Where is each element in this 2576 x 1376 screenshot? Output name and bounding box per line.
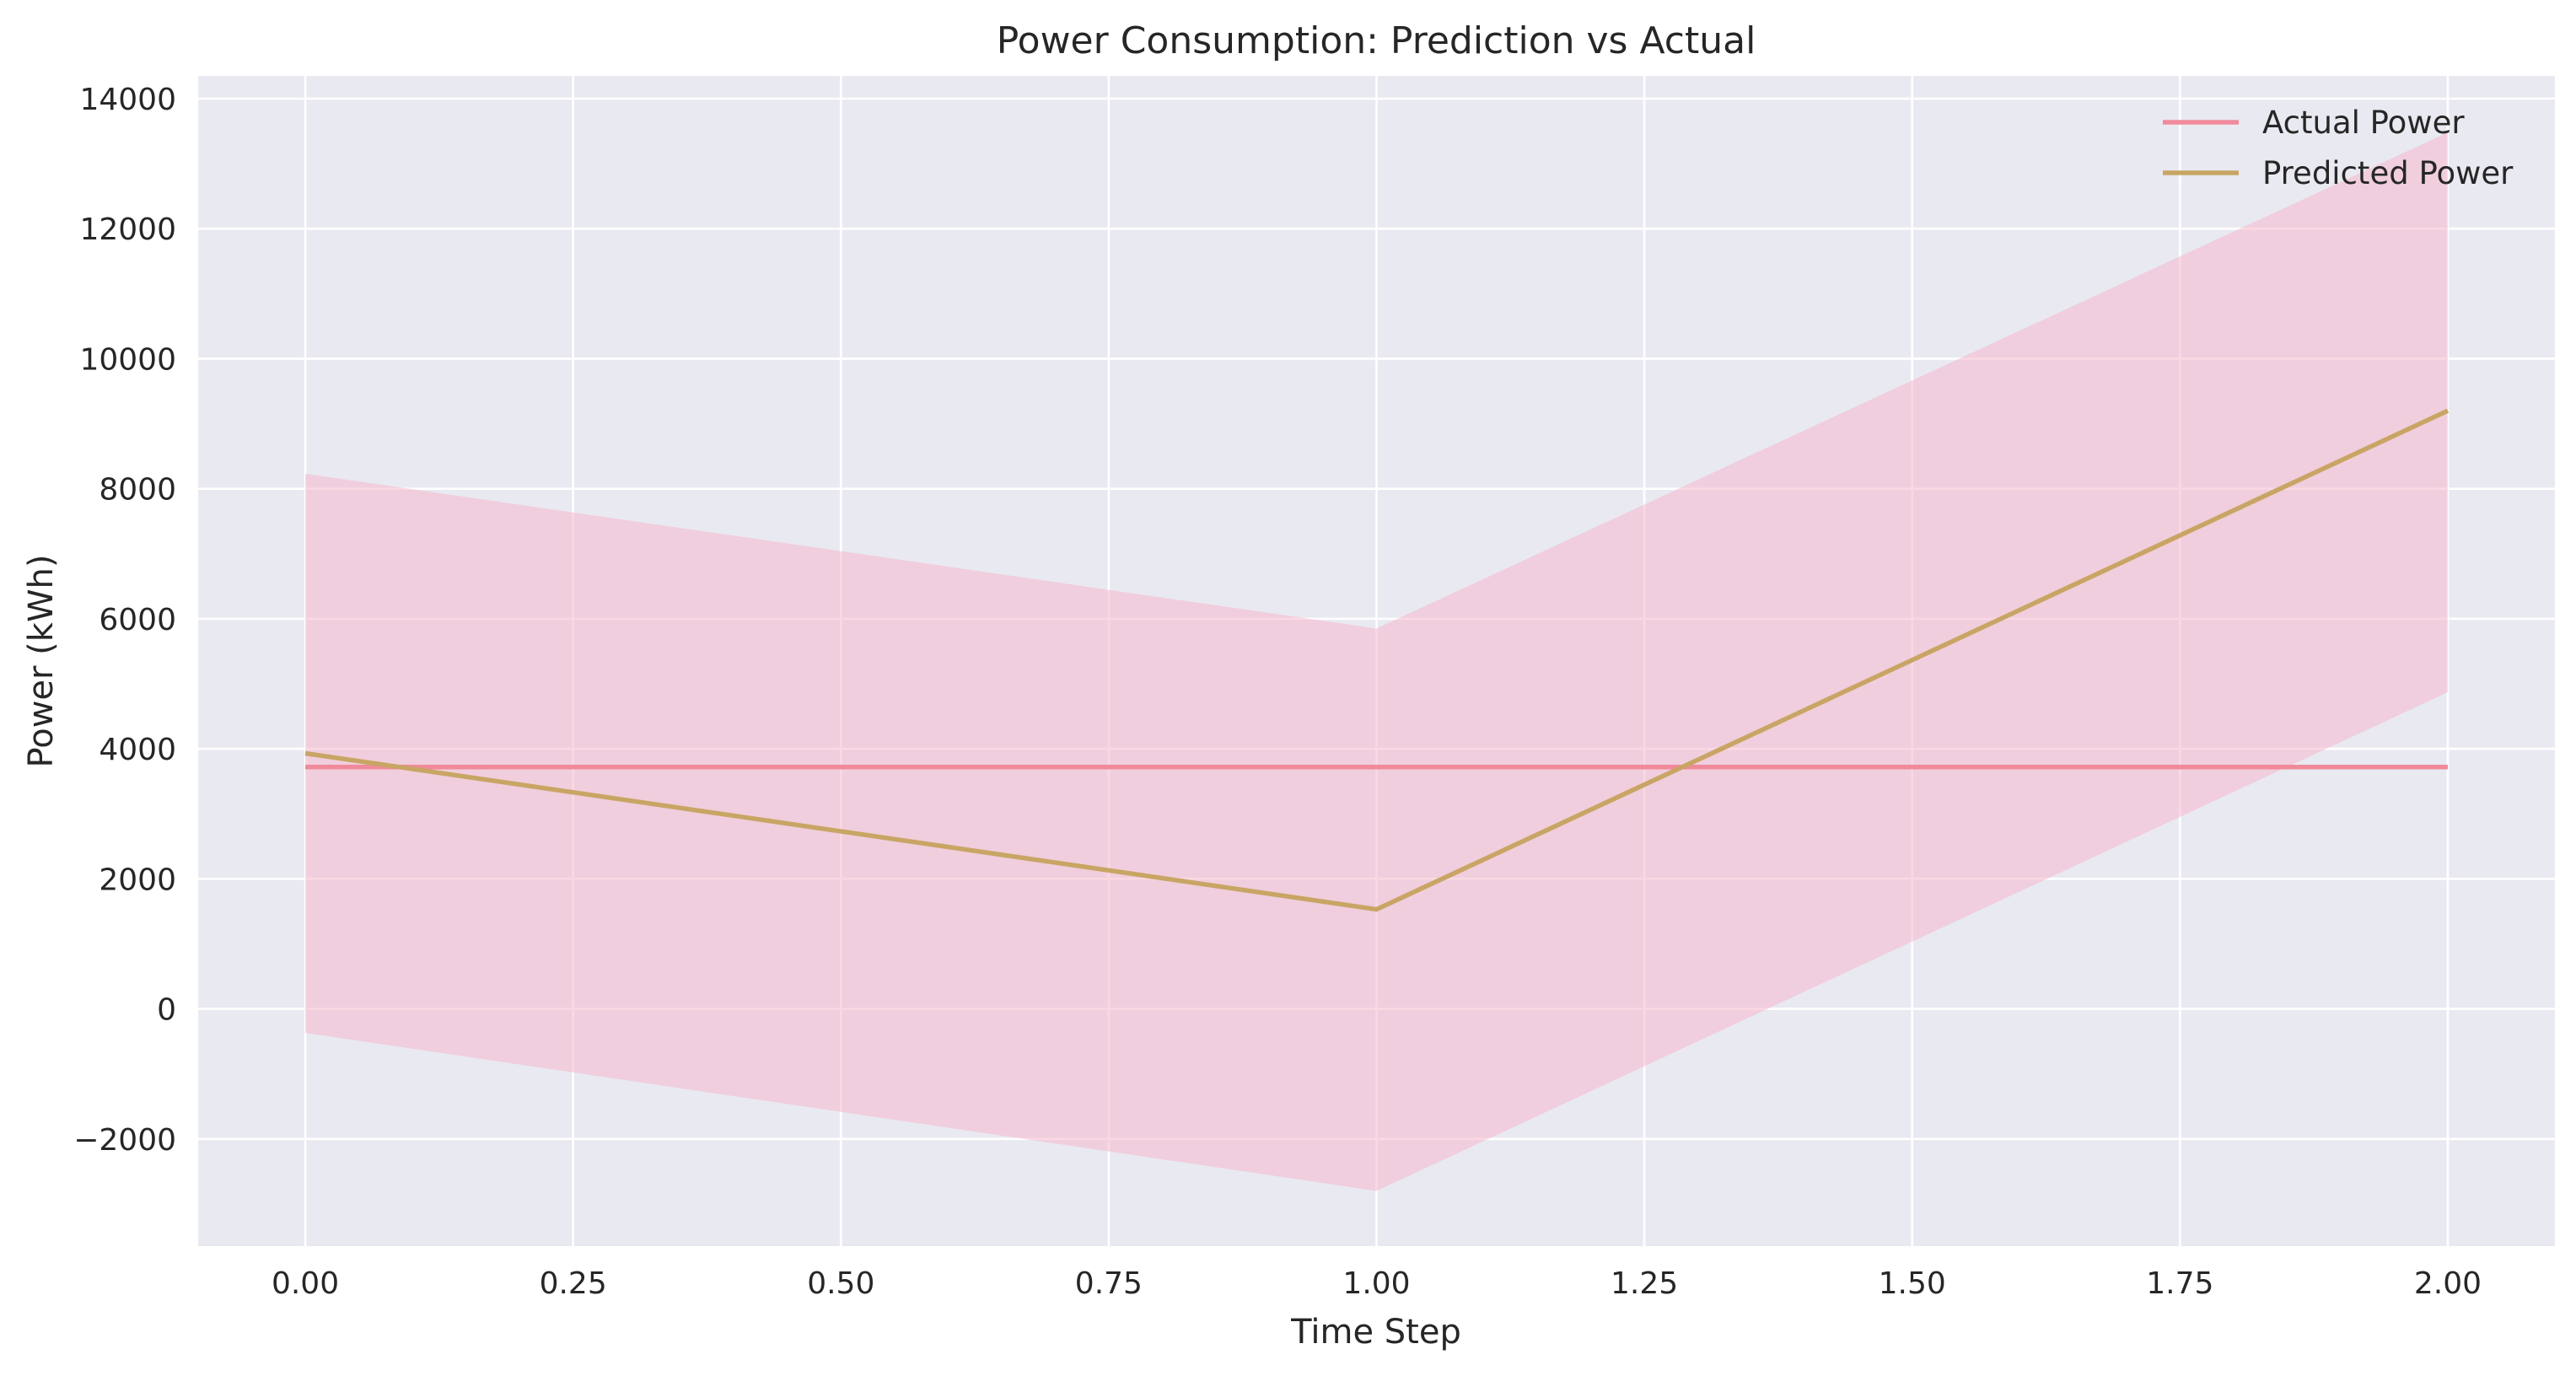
x-tick-label: 1.25 bbox=[1611, 1266, 1678, 1301]
x-tick-label: 0.50 bbox=[807, 1266, 874, 1301]
x-tick-label: 0.00 bbox=[272, 1266, 339, 1301]
x-axis-label: Time Step bbox=[1290, 1313, 1461, 1352]
y-tick-labels: −2000 0 2000 4000 6000 8000 10000 12000 14000 bbox=[73, 83, 176, 1158]
y-tick-label: 4000 bbox=[99, 733, 176, 767]
legend-actual-label: Actual Power bbox=[2262, 105, 2465, 141]
x-tick-label: 2.00 bbox=[2414, 1266, 2482, 1301]
x-tick-label: 1.00 bbox=[1342, 1266, 1410, 1301]
y-axis-label: Power (kWh) bbox=[22, 555, 61, 768]
series-layer bbox=[304, 408, 2450, 912]
y-tick-label: 12000 bbox=[79, 212, 176, 247]
y-tick-label: 6000 bbox=[99, 603, 176, 637]
x-tick-label: 1.50 bbox=[1879, 1266, 1946, 1301]
y-tick-label: 14000 bbox=[79, 83, 176, 117]
y-tick-label: 0 bbox=[157, 993, 176, 1028]
x-tick-labels: 0.00 0.25 0.50 0.75 1.00 1.25 1.50 1.75 2.00 bbox=[272, 1266, 2482, 1301]
legend: Actual Power Predicted Power bbox=[2163, 105, 2514, 191]
y-tick-label: 8000 bbox=[99, 473, 176, 508]
x-tick-label: 1.75 bbox=[2146, 1266, 2213, 1301]
legend-predicted-label: Predicted Power bbox=[2262, 155, 2514, 191]
chart-title: Power Consumption: Prediction vs Actual bbox=[997, 19, 1756, 62]
prediction-band-layer bbox=[305, 132, 2448, 1191]
prediction-band bbox=[305, 132, 2448, 1191]
y-tick-label: −2000 bbox=[73, 1123, 176, 1158]
y-tick-label: 10000 bbox=[79, 342, 176, 377]
predicted-power-line bbox=[304, 408, 2450, 912]
x-tick-label: 0.75 bbox=[1075, 1266, 1143, 1301]
y-tick-label: 2000 bbox=[99, 863, 176, 897]
x-tick-label: 0.25 bbox=[540, 1266, 607, 1301]
